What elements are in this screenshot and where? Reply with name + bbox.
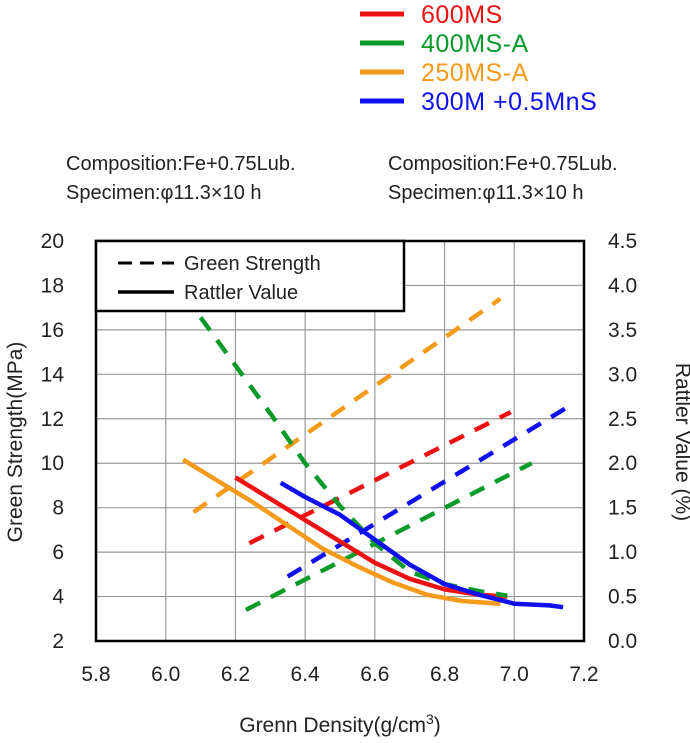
y2-tick-label: 1.0 [608,541,637,564]
y-tick-label: 14 [41,363,65,386]
legend-label-600ms: 600MS [421,1,503,29]
y-tick-label: 2 [52,630,64,653]
300m-0-5mns-rattler-value-line [279,480,564,610]
y-tick-label: 10 [41,452,64,475]
legend-label-300m-0-5mns: 300M +0.5MnS [421,88,597,116]
x-tick-label: 6.8 [430,663,459,686]
y2-tick-label: 0.0 [608,630,637,653]
y2-tick-label: 3.0 [608,363,637,386]
line-style-legend-box [94,239,406,313]
y-tick-label: 20 [41,230,64,253]
x-tick-label: 7.0 [500,663,529,686]
x-tick-label: 6.4 [291,663,321,686]
x-tick-label: 6.0 [151,663,180,686]
y-tick-label: 12 [41,408,64,431]
y2-tick-label: 4.5 [608,230,637,253]
y2-tick-label: 3.5 [608,319,637,342]
250ms-a-green-strength-line [192,296,502,514]
600ms-green-strength-line [248,410,512,546]
x-axis-title: Grenn Density(g/cm3) [239,711,441,737]
dashed-legend-label: Green Strength [184,253,321,275]
y-axis-title: Green Strength(MPa) [4,342,27,543]
right-composition-label: Composition:Fe+0.75Lub. [388,153,618,175]
250ms-a-rattler-value-line [181,457,501,606]
y-tick-label: 4 [52,586,64,609]
400ms-a-green-strength-line [244,461,533,612]
y-tick-label: 8 [52,497,64,520]
series-layer [181,296,568,612]
y2-tick-label: 2.5 [608,408,637,431]
left-specimen-label: Specimen:φ11.3×10 h [66,182,262,204]
left-composition-label: Composition:Fe+0.75Lub. [66,153,296,175]
x-tick-label: 6.6 [360,663,389,686]
y-tick-label: 18 [41,274,64,297]
tick-labels: 5.8 6.0 6.2 6.4 6.6 6.8 7.0 7.2 2 4 6 8 10 12 14 16 18 20… [41,230,638,686]
y2-tick-label: 1.5 [608,497,637,520]
y2-tick-label: 2.0 [608,452,637,475]
x-tick-label: 5.8 [81,663,110,686]
x-tick-label: 6.2 [221,663,250,686]
x-tick-label: 7.2 [569,663,598,686]
y2-axis-title: Rattler Value (%) [671,363,690,521]
line-style-legend: Green Strength Rattler Value [94,239,406,313]
legend-label-250ms-a: 250MS-A [421,59,529,87]
right-specimen-label: Specimen:φ11.3×10 h [388,182,584,204]
y-tick-label: 16 [41,319,64,342]
solid-legend-label: Rattler Value [184,282,298,304]
y2-tick-label: 4.0 [608,274,637,297]
y2-tick-label: 0.5 [608,586,637,609]
legend-label-400ms-a: 400MS-A [421,30,529,58]
y-tick-label: 6 [52,541,64,564]
